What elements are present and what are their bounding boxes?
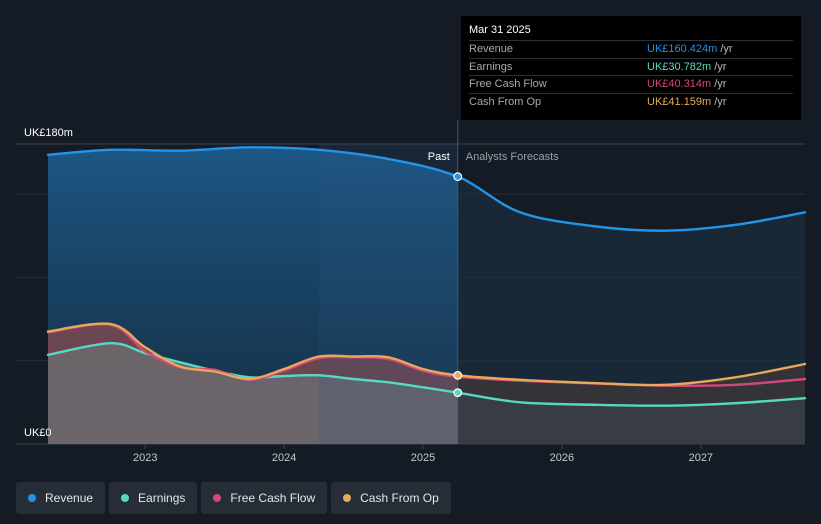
tooltip-row-cash-from-op: Cash From Op UK£41.159m /yr (469, 92, 793, 111)
marker-cash-from-op (453, 370, 463, 380)
tooltip-unit: /yr (720, 43, 733, 55)
x-tick-label: 2027 (689, 452, 713, 464)
tooltip-label: Revenue (469, 43, 514, 55)
legend-item-earnings[interactable]: Earnings (109, 482, 198, 514)
tooltip-row-revenue: Revenue UK£160.424m /yr (469, 40, 793, 58)
legend-dot-icon (28, 494, 36, 502)
tooltip-unit: /yr (714, 60, 727, 73)
legend-item-free-cash-flow[interactable]: Free Cash Flow (201, 482, 328, 514)
legend-label: Revenue (45, 491, 94, 505)
legend-item-cash-from-op[interactable]: Cash From Op (331, 482, 451, 514)
x-tick-label: 2026 (550, 452, 574, 464)
tooltip-label: Earnings (469, 60, 513, 73)
y-tick-label: UK£180m (24, 127, 73, 139)
marker-earnings (453, 388, 463, 398)
legend-dot-icon (121, 494, 130, 502)
legend-label: Cash From Op (360, 491, 439, 505)
forecast-label: Analysts Forecasts (466, 151, 559, 163)
tooltip-unit: /yr (714, 95, 727, 108)
legend: Revenue Earnings Free Cash Flow Cash Fro… (16, 482, 451, 514)
tooltip-label: Cash From Op (469, 95, 542, 108)
x-tick-label: 2024 (272, 452, 296, 464)
tooltip-value: UK£40.314m (647, 78, 712, 90)
legend-dot-icon (343, 494, 352, 502)
legend-dot-icon (213, 494, 222, 502)
tooltip-row-earnings: Earnings UK£30.782m /yr (469, 57, 793, 76)
tooltip-date: Mar 31 2025 (469, 24, 531, 36)
tooltip-row-free-cash-flow: Free Cash Flow UK£40.314m /yr (469, 75, 793, 93)
legend-item-revenue[interactable]: Revenue (16, 482, 106, 514)
x-tick-label: 2023 (133, 452, 157, 464)
tooltip-label: Free Cash Flow (469, 78, 547, 90)
tooltip-value: UK£30.782m (647, 60, 712, 73)
tooltip-value: UK£41.159m (647, 95, 712, 108)
tooltip-panel: Mar 31 2025 Revenue UK£160.424m /yr Earn… (461, 16, 801, 120)
series-line-earnings (46, 341, 807, 407)
legend-label: Free Cash Flow (230, 491, 316, 505)
past-label: Past (428, 151, 450, 163)
past-highlight-band (318, 144, 458, 444)
y-tick-label: UK£0 (24, 427, 52, 439)
x-tick-label: 2025 (411, 452, 435, 464)
marker-revenue (453, 172, 463, 182)
tooltip-value: UK£160.424m (647, 43, 718, 55)
legend-label: Earnings (138, 491, 186, 505)
series-line-cash-from-op (46, 322, 807, 387)
series-line-revenue (46, 146, 807, 232)
tooltip-unit: /yr (714, 78, 727, 90)
earnings-area (48, 343, 458, 444)
